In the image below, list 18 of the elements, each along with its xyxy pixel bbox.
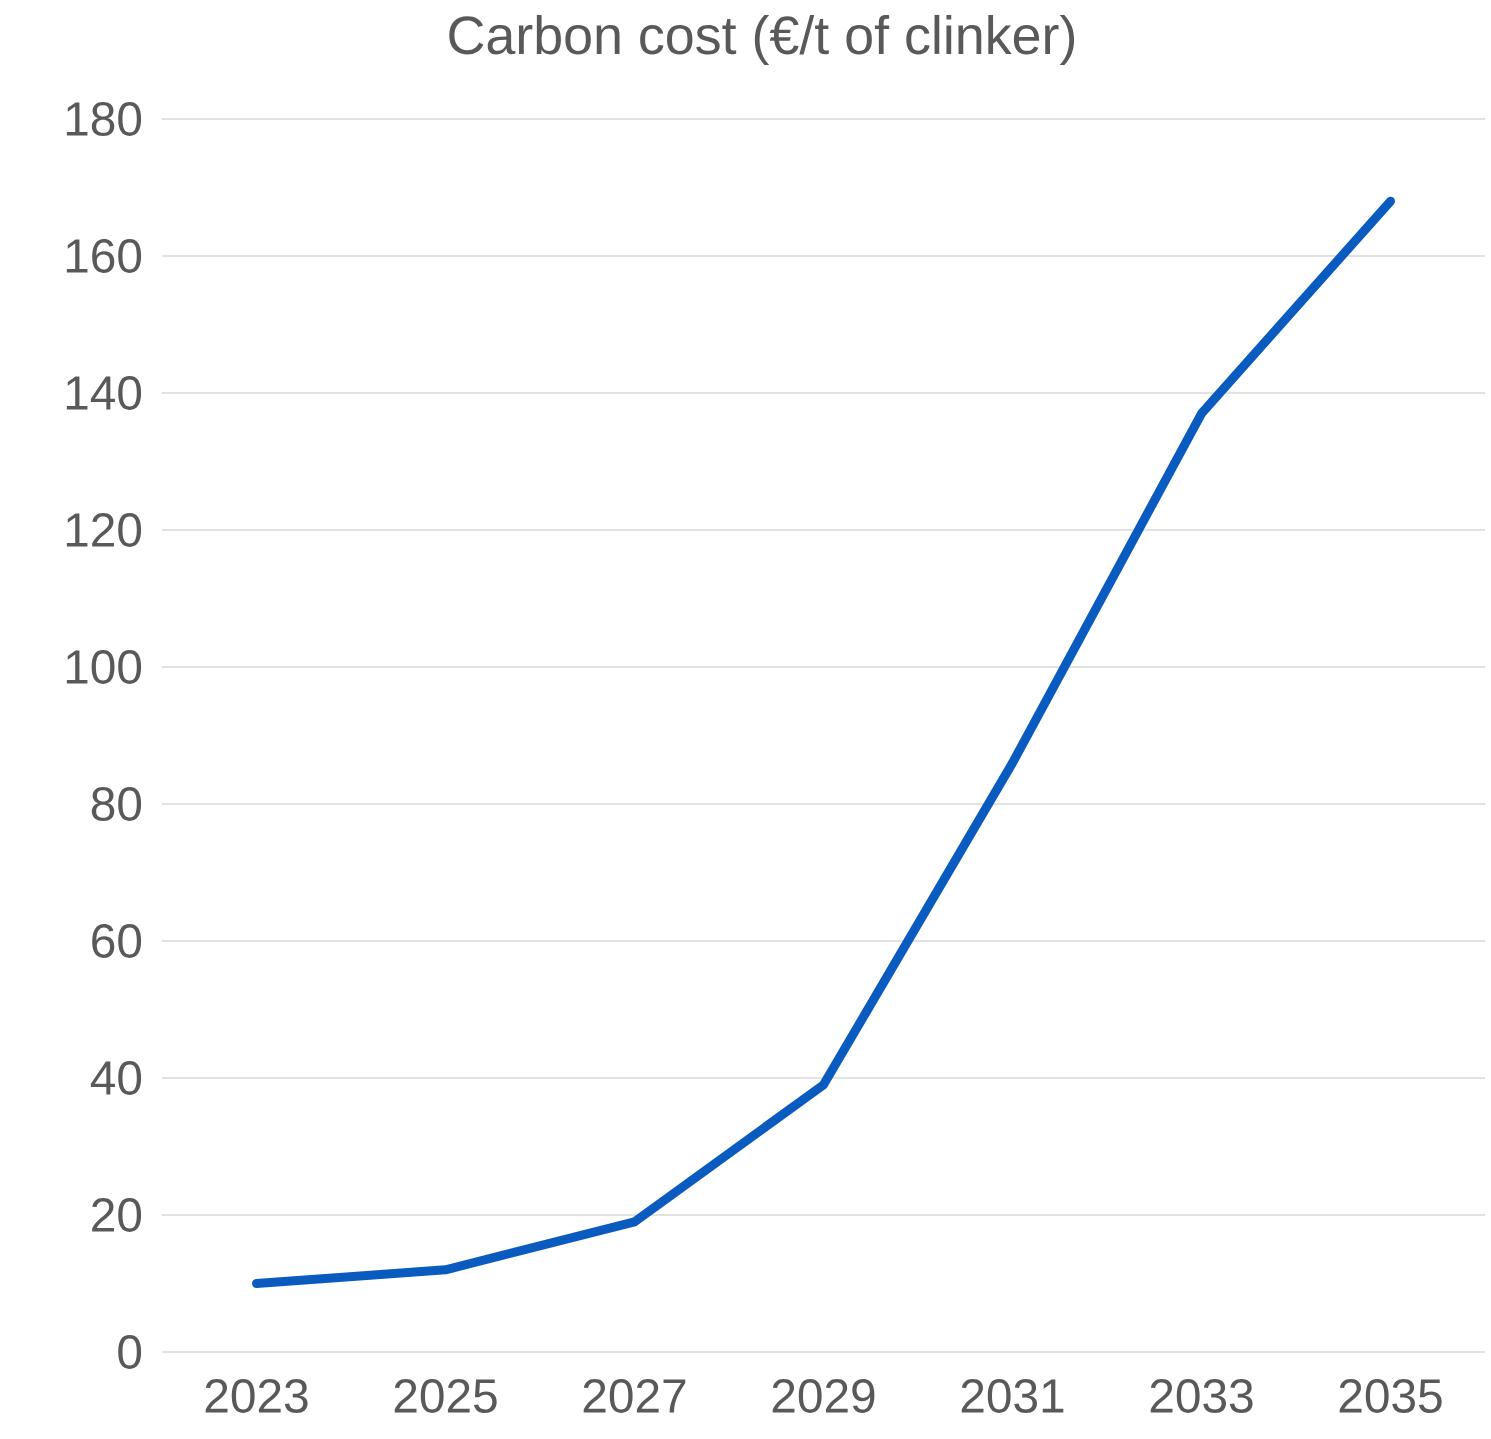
x-tick-label: 2027 (583, 1379, 686, 1413)
x-tick-label: 2033 (1150, 1379, 1253, 1413)
x-tick-label: 2031 (961, 1379, 1064, 1413)
y-tick-label: 20 (92, 1198, 142, 1232)
y-tick-label: 140 (66, 376, 142, 410)
y-tick-label: 80 (91, 787, 142, 821)
y-tick-label: 120 (66, 513, 142, 547)
y-tick-label: 0 (118, 1335, 142, 1369)
y-tick-label: 180 (66, 102, 142, 136)
x-tick-label: 2035 (1339, 1379, 1442, 1413)
x-tick-label: 2023 (205, 1379, 308, 1413)
x-tick-label: 2025 (394, 1379, 497, 1413)
y-tick-label: 60 (92, 924, 142, 958)
chart-title: Carbon cost (€/t of clinker) (449, 14, 1075, 66)
y-tick-label: 100 (66, 650, 142, 684)
y-tick-label: 160 (66, 239, 142, 273)
x-tick-label: 2029 (772, 1379, 875, 1413)
y-tick-label: 40 (90, 1061, 142, 1095)
